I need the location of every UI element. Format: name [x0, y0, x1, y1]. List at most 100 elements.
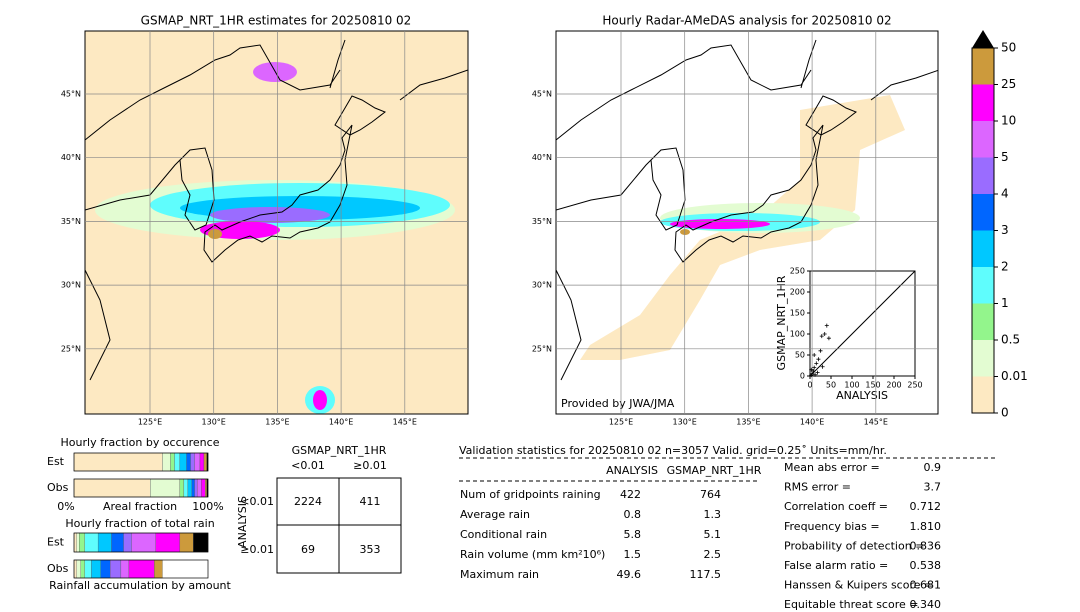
lon-label: 125°E — [138, 418, 162, 427]
fraction-segment — [73, 452, 163, 472]
column-header: ANALYSIS — [606, 464, 658, 477]
fraction-segment — [84, 532, 99, 553]
lon-label: 145°E — [393, 418, 417, 427]
scatter-point — [816, 357, 821, 362]
fraction-segment — [194, 478, 198, 498]
fraction-segment — [205, 478, 207, 498]
stat-value: 0.8 — [624, 508, 642, 521]
diagonal — [809, 270, 916, 377]
bar-frame — [73, 559, 209, 579]
fraction-segment — [201, 478, 206, 498]
y-tick-label: 0 — [800, 372, 805, 381]
colorbar-label: 5 — [1001, 150, 1009, 164]
scatter-xlabel: ANALYSIS — [836, 389, 888, 402]
scatter-point — [820, 364, 825, 369]
score-label: Frequency bias = — [784, 520, 880, 533]
right-map-title: Hourly Radar-AMeDAS analysis for 2025081… — [602, 14, 891, 28]
scatter-point — [826, 336, 831, 341]
fraction-segment — [203, 452, 207, 472]
colorbar-band — [972, 230, 994, 267]
fraction-segment — [174, 452, 181, 472]
score-label: False alarm ratio = — [784, 559, 888, 572]
stat-value: 2.5 — [704, 548, 722, 561]
total-rain-title: Hourly fraction of total rain — [65, 517, 214, 530]
score-value: 0.681 — [910, 579, 942, 592]
row-label: Est — [47, 536, 65, 549]
fraction-segment — [73, 559, 77, 579]
y-tick-label: 150 — [790, 309, 805, 318]
fraction-segment — [84, 559, 92, 579]
fraction-segment — [170, 452, 175, 472]
axis-label: 0% — [57, 500, 74, 513]
lat-label: 30°N — [532, 281, 552, 290]
fraction-segment — [73, 532, 77, 553]
scatter-point — [814, 361, 819, 366]
fraction-segment — [111, 532, 124, 553]
colorbar-label: 0 — [1001, 406, 1009, 420]
contingency-row-title: ANALYSIS — [236, 496, 249, 548]
lon-label: 130°E — [202, 418, 226, 427]
score-value: 0.712 — [910, 500, 942, 513]
fraction-segment — [80, 559, 85, 579]
stat-label: Maximum rain — [460, 568, 539, 581]
x-tick-label: 50 — [826, 381, 836, 390]
cell: 411 — [360, 495, 381, 508]
stat-value: 1.3 — [704, 508, 722, 521]
axis-label: Areal fraction — [103, 500, 177, 513]
lat-label: 40°N — [532, 153, 552, 162]
colorbar-label: 4 — [1001, 187, 1009, 201]
lat-label: 45°N — [532, 90, 552, 99]
row-label: Obs — [47, 562, 69, 575]
fraction-segment — [154, 559, 163, 579]
left-map-area — [85, 31, 468, 414]
lat-label: 40°N — [61, 153, 81, 162]
fraction-segment — [194, 452, 201, 472]
y-tick-label: 50 — [795, 351, 805, 360]
score-value: 3.7 — [924, 481, 942, 494]
x-tick-label: 200 — [886, 381, 901, 390]
colorbar-label: 50 — [1001, 41, 1016, 55]
fraction-segment — [199, 452, 205, 472]
score-label: RMS error = — [784, 481, 851, 494]
fraction-segment — [155, 532, 181, 553]
scatter-point — [812, 365, 817, 370]
lon-label: 130°E — [673, 418, 697, 427]
bar-frame — [73, 532, 209, 553]
colorbar-label: 10 — [1001, 114, 1016, 128]
scatter-point — [811, 368, 816, 373]
column-label: ≥0.01 — [353, 459, 387, 472]
colorbar-label: 2 — [1001, 260, 1009, 274]
colorbar-band — [972, 121, 994, 158]
lat-label: 35°N — [532, 217, 552, 226]
scatter-point — [813, 372, 818, 377]
left-map-frame — [84, 30, 469, 415]
fraction-segment — [123, 532, 132, 553]
colorbar-band — [972, 340, 994, 377]
scatter-point — [809, 367, 814, 372]
fraction-segment — [120, 559, 130, 579]
fraction-segment — [179, 452, 187, 472]
contingency-column-title: GSMAP_NRT_1HR — [292, 444, 387, 457]
bar-frame — [73, 478, 209, 498]
x-tick-label: 150 — [865, 381, 880, 390]
credit: Provided by JWA/JMA — [561, 397, 675, 410]
fraction-segment — [190, 452, 195, 472]
right-map-frame — [555, 30, 939, 415]
fraction-segment — [131, 532, 156, 553]
fraction-segment — [197, 478, 202, 498]
lat-label: 30°N — [61, 281, 81, 290]
fraction-segment — [79, 532, 85, 553]
score-label: Equitable threat score = — [784, 598, 918, 611]
colorbar-label: 3 — [1001, 223, 1009, 237]
colorbar-label: 1 — [1001, 296, 1009, 310]
lon-label: 135°E — [265, 418, 289, 427]
fraction-segment — [97, 532, 112, 553]
left-map-title: GSMAP_NRT_1HR estimates for 20250810 02 — [141, 14, 412, 28]
row-label: Est — [47, 455, 65, 468]
stat-label: Num of gridpoints raining — [460, 488, 601, 501]
colorbar-band — [972, 376, 994, 413]
stat-value: 5.1 — [704, 528, 722, 541]
lon-label: 135°E — [736, 418, 760, 427]
scatter-ylabel: GSMAP_NRT_1HR — [775, 275, 788, 370]
